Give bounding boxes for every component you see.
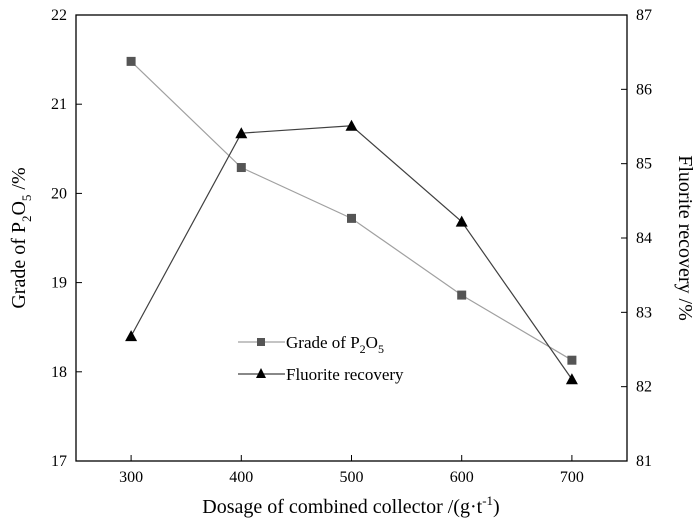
right-y-tick-label: 82 xyxy=(636,379,652,396)
recovery-point xyxy=(345,119,358,131)
right-y-tick-label: 84 xyxy=(636,230,652,247)
legend: Grade of P2O5 Fluorite recovery xyxy=(238,333,404,384)
x-tick-label: 300 xyxy=(119,469,143,486)
right-y-tick-label: 87 xyxy=(636,7,652,24)
left-y-tick-label: 18 xyxy=(51,364,67,381)
right-y-tick-label: 81 xyxy=(636,453,652,470)
legend-marker-triangle xyxy=(256,368,266,378)
x-axis: 300 400 500 600 700 xyxy=(119,455,584,486)
plot-frame xyxy=(75,14,628,462)
series-line-grade xyxy=(130,60,573,361)
right-y-axis: 81 82 83 84 85 86 87 xyxy=(621,7,652,470)
grade-point xyxy=(457,290,467,300)
recovery-point xyxy=(235,127,248,139)
grade-point xyxy=(126,56,136,66)
right-y-tick-label: 83 xyxy=(636,304,652,321)
right-y-tick-label: 85 xyxy=(636,156,652,173)
legend-entry-grade: Grade of P2O5 xyxy=(238,333,384,356)
right-y-axis-title: Fluorite recovery /% xyxy=(674,155,696,321)
left-y-tick-label: 19 xyxy=(51,275,67,292)
x-tick-label: 600 xyxy=(450,469,474,486)
x-tick-label: 700 xyxy=(560,469,584,486)
left-y-tick-label: 20 xyxy=(51,185,67,202)
right-y-tick-label: 86 xyxy=(636,81,652,98)
left-y-axis-title: Grade of P2O5 /% xyxy=(8,167,34,308)
series-layer xyxy=(125,56,578,385)
legend-entry-recovery: Fluorite recovery xyxy=(238,365,404,384)
legend-label-grade: Grade of P2O5 xyxy=(286,333,384,356)
recovery-point xyxy=(455,215,468,227)
grade-point xyxy=(236,163,246,173)
legend-marker-square xyxy=(257,338,265,346)
left-y-tick-label: 22 xyxy=(51,7,67,24)
grade-point xyxy=(347,213,356,223)
left-y-tick-label: 17 xyxy=(51,453,67,470)
recovery-point xyxy=(565,373,578,385)
x-axis-title: Dosage of combined collector /(g·t-1) xyxy=(202,493,499,518)
legend-label-recovery: Fluorite recovery xyxy=(286,365,404,384)
grade-point xyxy=(567,355,577,365)
x-tick-label: 400 xyxy=(229,469,253,486)
left-y-tick-label: 21 xyxy=(51,96,67,113)
left-y-axis: 17 18 19 20 21 22 xyxy=(51,7,82,470)
recovery-point xyxy=(125,330,138,342)
x-tick-label: 500 xyxy=(340,469,364,486)
